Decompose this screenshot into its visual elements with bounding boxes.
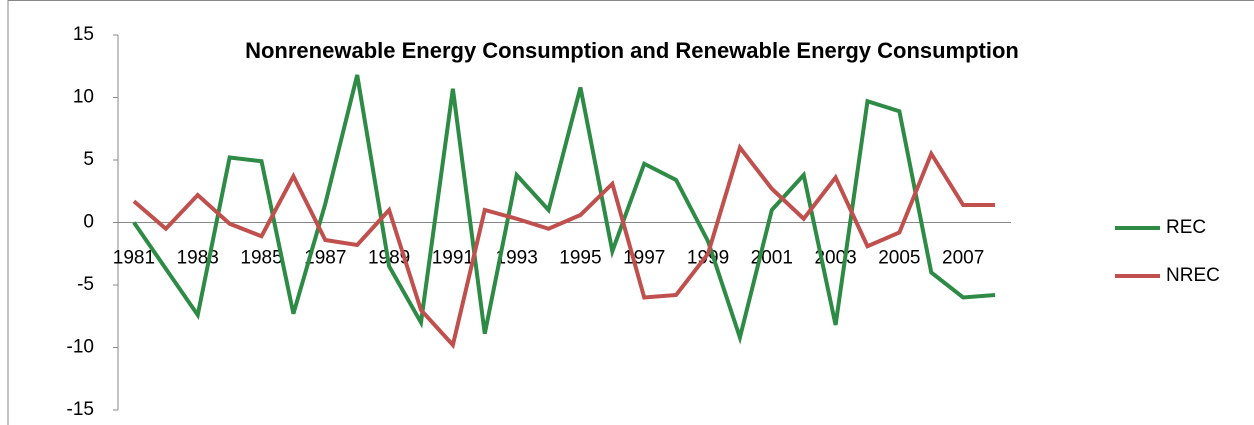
y-tick-label: -15 (67, 399, 94, 420)
y-tick-label: 10 (73, 87, 94, 108)
x-tick-label: 1995 (559, 248, 601, 269)
x-tick-label: 1987 (304, 248, 346, 269)
x-tick-label: 1981 (113, 248, 155, 269)
y-tick-label: 15 (73, 24, 94, 45)
legend-label: REC (1166, 217, 1206, 238)
x-tick-label: 1999 (687, 248, 729, 269)
x-tick-label: 2005 (878, 248, 920, 269)
line-series (132, 74, 996, 345)
x-tick-label: 1993 (496, 248, 538, 269)
y-tick-label: 5 (83, 149, 94, 170)
y-tick-label: -10 (67, 337, 94, 358)
x-tick-label: 2007 (942, 248, 984, 269)
y-tick-label: -5 (77, 274, 94, 295)
y-tick-label: 0 (83, 212, 94, 233)
legend-label: NREC (1166, 265, 1220, 286)
x-tick-label: 1991 (432, 248, 474, 269)
line-series (132, 143, 996, 350)
x-tick-label: 1985 (240, 248, 282, 269)
chart-title: Nonrenewable Energy Consumption and Rene… (245, 38, 1019, 63)
